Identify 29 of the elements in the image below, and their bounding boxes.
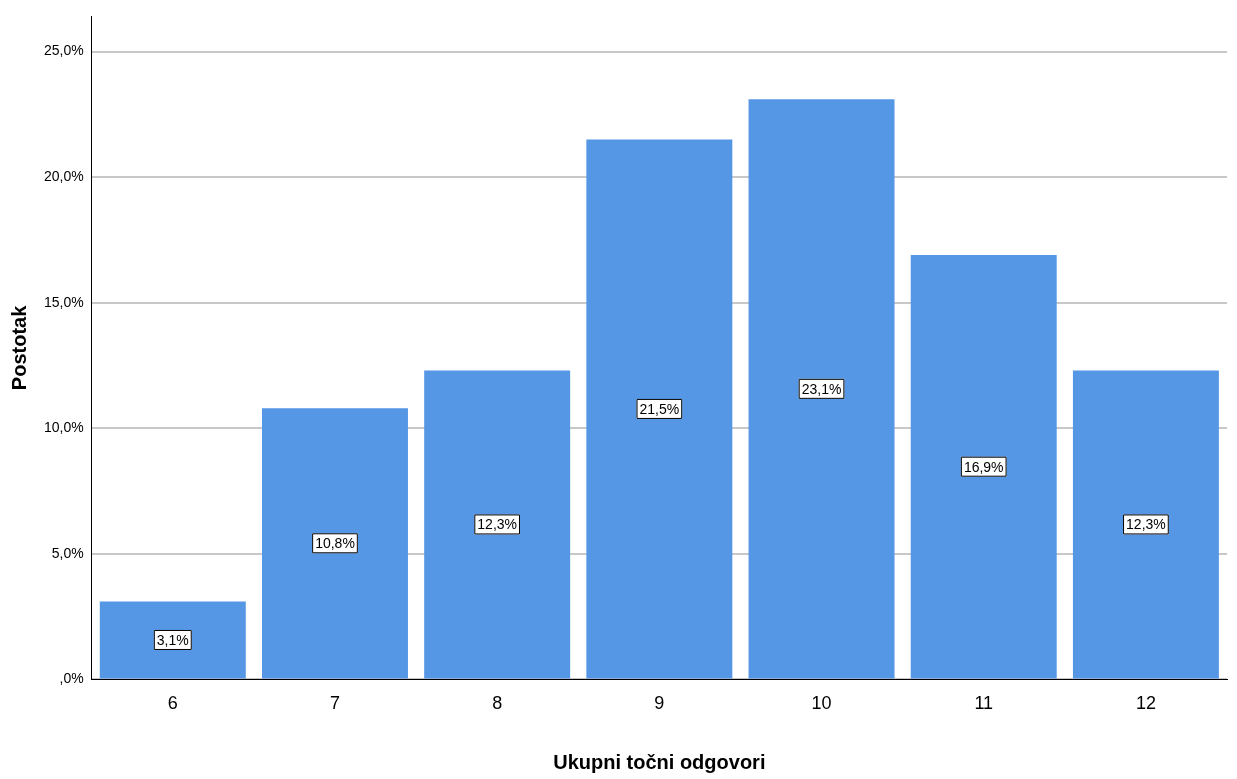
y-tick-label: 10,0% [43, 419, 84, 436]
bar [99, 601, 246, 679]
x-tick-label: 10 [811, 693, 832, 714]
y-tick-label: 15,0% [43, 293, 84, 310]
data-label: 10,8% [315, 535, 355, 552]
bar [910, 254, 1057, 679]
bar [748, 99, 895, 679]
data-label: 12,3% [477, 516, 518, 533]
data-label: 3,1% [156, 631, 189, 648]
x-tick-label: 12 [1135, 693, 1156, 714]
y-tick-label: 20,0% [43, 167, 84, 184]
bar [261, 408, 408, 679]
x-tick-label: 8 [492, 693, 503, 714]
y-tick-label: 5,0% [51, 544, 84, 561]
x-tick-label: 6 [167, 693, 178, 714]
x-axis-title: Ukupni točni odgovori [553, 750, 766, 773]
y-axis-title: Postotak [7, 304, 30, 391]
x-tick-label: 11 [974, 693, 994, 714]
data-label: 21,5% [639, 400, 680, 417]
x-tick-label: 9 [654, 693, 665, 714]
y-tick-label: 25,0% [43, 42, 84, 59]
data-label: 12,3% [1126, 516, 1166, 533]
data-label: 16,9% [963, 458, 1004, 475]
bar [586, 139, 733, 679]
bar [1072, 370, 1219, 679]
bar [424, 370, 571, 679]
data-label: 23,1% [801, 380, 842, 397]
x-tick-label: 7 [329, 693, 340, 714]
y-tick-label: ,0% [59, 670, 84, 687]
